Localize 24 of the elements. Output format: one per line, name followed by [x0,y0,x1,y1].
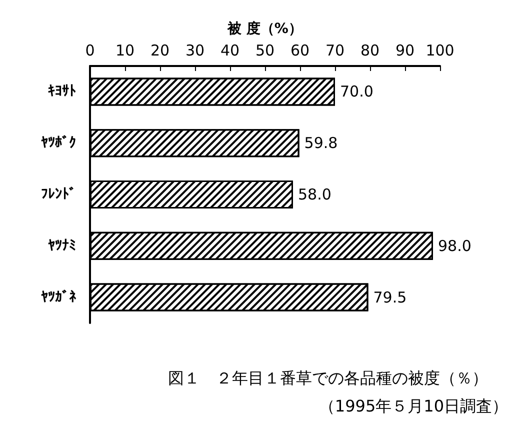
x-tick-label: 0 [85,42,95,60]
caption: 図１ ２年目１番草での各品種の被度（％） [168,368,488,388]
data-label: 59.8 [304,134,338,152]
text: （1995年５月10日調査） [318,396,508,416]
y-tick-label: ﾔﾂﾎﾞｸ [41,135,76,152]
data-label: 70.0 [340,82,374,101]
x-axis-title: 被 度（%） [226,20,302,37]
x-tick-label: 20 [150,42,170,60]
x-tick-label: 80 [360,42,380,60]
x-tick-label: 10 [115,42,135,60]
x-tick-label: 30 [185,42,205,60]
data-label: 79.5 [373,288,407,306]
x-tick-label: 50 [255,42,275,60]
y-tick-label: ﾔﾂﾅﾐ [48,238,76,254]
x-tick-label: 100 [426,42,454,60]
y-tick-label: ﾌﾚﾝﾄﾞ [41,186,76,202]
x-tick-label: 60 [290,42,310,60]
y-tick-label: ﾔﾂｶﾞﾈ [41,289,77,306]
x-tick-label: 90 [395,42,415,60]
data-label: 58.0 [298,186,332,204]
data-label: 98.0 [438,236,472,255]
x-tick-label: 40 [220,42,240,60]
y-tick-label: ｷﾖｻﾄ [48,84,76,100]
x-tick-label: 70 [325,42,345,60]
